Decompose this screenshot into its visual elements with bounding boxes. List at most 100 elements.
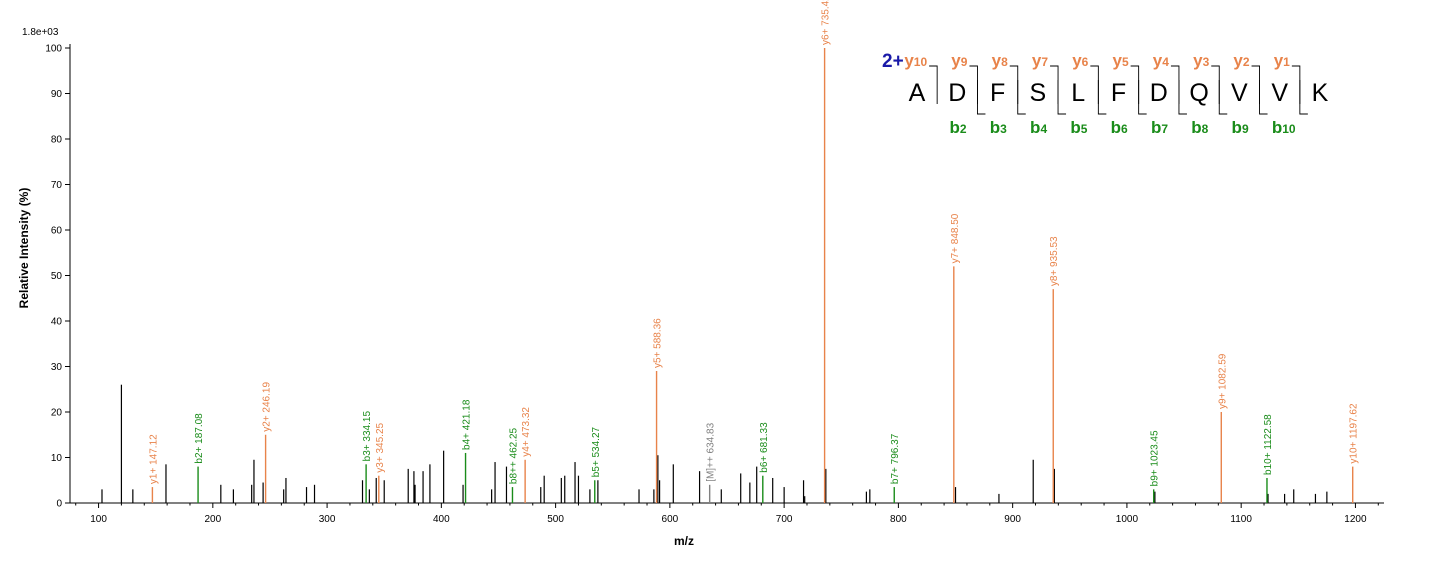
y-ion-marker: y9 [951, 51, 967, 70]
sequence-residue: A [909, 79, 926, 107]
sequence-residue: F [990, 79, 1005, 107]
x-tick-label: 700 [776, 514, 793, 525]
b-ion-marker: b5 [1070, 118, 1087, 137]
x-tick-label: 1000 [1116, 514, 1139, 525]
sequence-residue: V [1231, 79, 1248, 107]
sequence-residue: Q [1189, 79, 1208, 107]
y-ion-marker: y10 [904, 51, 927, 70]
sequence-residue: D [948, 79, 966, 107]
b-ion-marker: b8 [1191, 118, 1208, 137]
y-ion-bracket [1211, 65, 1220, 104]
y-ion-bracket [1050, 65, 1059, 104]
x-tick-label: 1200 [1344, 514, 1367, 525]
y-axis-title: Relative Intensity (%) [17, 188, 31, 309]
x-tick-label: 800 [890, 514, 907, 525]
x-tick-label: 500 [547, 514, 564, 525]
y-ion-marker: y3 [1193, 51, 1209, 70]
b-ion-bracket [1017, 80, 1026, 115]
y-ion-bracket [1090, 65, 1099, 104]
y-tick-label: 60 [51, 226, 63, 237]
sequence-residue: S [1030, 79, 1047, 107]
peak-label-b-ion: b9+ 1023.45 [1150, 430, 1161, 486]
peak-label-y-ion: y5+ 588.36 [653, 318, 664, 368]
b-ion-bracket [1218, 80, 1228, 115]
peak-label-y-ion: y9+ 1082.59 [1217, 353, 1228, 409]
peak-label-b-ion: b10+ 1122.58 [1263, 414, 1274, 475]
x-tick-label: 900 [1004, 514, 1021, 525]
sequence-residue: L [1071, 79, 1085, 107]
y-ion-marker: y6 [1072, 51, 1088, 70]
x-tick-label: 200 [204, 514, 221, 525]
b-ion-marker: b6 [1111, 118, 1128, 137]
b-ion-marker: b4 [1030, 118, 1047, 137]
peaks [101, 48, 1354, 503]
peak-label-b-ion: b6+ 681.33 [759, 422, 770, 473]
y-tick-label: 40 [51, 317, 63, 328]
y-tick-label: 80 [51, 135, 63, 146]
y-tick-label: 70 [51, 180, 63, 191]
b-ion-marker: b9 [1232, 118, 1249, 137]
peak-label-y-ion: y10+ 1197.62 [1349, 403, 1360, 464]
y-tick-label: 0 [56, 499, 62, 510]
max-intensity-label: 1.8e+03 [22, 27, 59, 38]
y-ion-bracket [1009, 65, 1019, 104]
y-ion-bracket [1170, 65, 1180, 104]
y-ion-bracket [969, 65, 978, 104]
y-ion-bracket [1251, 65, 1261, 104]
y-ion-bracket [929, 65, 938, 104]
peak-label-y-ion: y3+ 345.25 [375, 422, 386, 472]
y-tick-label: 90 [51, 89, 63, 100]
x-tick-label: 1100 [1230, 514, 1252, 525]
y-tick-label: 30 [51, 362, 63, 373]
y-ion-marker: y7 [1032, 51, 1048, 70]
peak-label-b-ion: b8++ 462.25 [508, 427, 519, 484]
peak-label-y-ion: y1+ 147.12 [148, 434, 159, 484]
peak-label-b-ion: b2+ 187.08 [194, 413, 205, 464]
y-tick-label: 10 [51, 453, 63, 464]
peak-label-y-ion: y6+ 735.42 [821, 0, 832, 45]
axes: 0 10 20 30 40 50 60 70 80 90 100 100 200 300 400 500 600… [45, 44, 1384, 525]
b-ion-marker: b7 [1151, 118, 1168, 137]
y-ion-marker: y1 [1274, 51, 1290, 70]
b-ion-bracket [1299, 80, 1308, 115]
charge-state-label: 2+ [882, 51, 904, 72]
y-tick-label: 100 [45, 44, 62, 55]
x-tick-label: 600 [662, 514, 679, 525]
y-ion-marker: y5 [1112, 51, 1128, 70]
b-ion-bracket [1138, 80, 1147, 115]
peak-label-y-ion: y8+ 935.53 [1049, 236, 1060, 286]
peak-labels: y1+ 147.12 b2+ 187.08 y2+ 246.19 b3+ 334.15… [148, 0, 1359, 486]
sequence-residue: V [1271, 79, 1288, 107]
x-tick-label: 100 [90, 514, 107, 525]
peak-label-y-ion: y7+ 848.50 [950, 213, 961, 263]
b-ion-marker: b10 [1272, 118, 1296, 137]
peak-label-b-ion: b7+ 796.37 [890, 433, 901, 484]
sequence-residue: D [1150, 79, 1168, 107]
y-tick-label: 20 [51, 408, 63, 419]
y-ion-marker: y4 [1153, 51, 1169, 70]
b-ion-bracket [977, 80, 986, 115]
peak-label-y-ion: y2+ 246.19 [262, 382, 273, 432]
peak-label-b-ion: b4+ 421.18 [462, 399, 473, 450]
sequence-residue: K [1312, 79, 1329, 107]
b-ion-bracket [1057, 80, 1067, 115]
peak-label-b-ion: b5+ 534.27 [591, 426, 602, 477]
peak-label-y-ion: y4+ 473.32 [521, 407, 532, 457]
sequence-residue: F [1111, 79, 1126, 107]
x-axis-title: m/z [674, 534, 694, 548]
b-ion-bracket [1097, 80, 1107, 115]
b-ion-marker: b2 [949, 118, 966, 137]
peak-label-b-ion: b3+ 334.15 [362, 411, 373, 462]
x-tick-label: 300 [319, 514, 336, 525]
b-ion-marker: b3 [990, 118, 1007, 137]
y-ion-bracket [1291, 65, 1301, 104]
y-ion-bracket [1130, 65, 1140, 104]
y-ion-marker: y8 [992, 51, 1008, 70]
b-ion-bracket [1178, 80, 1187, 115]
x-tick-label: 400 [433, 514, 450, 525]
peak-label-precursor-ion: [M]++ 634.83 [706, 422, 717, 481]
y-tick-label: 50 [51, 271, 63, 282]
b-ion-bracket [1259, 80, 1268, 115]
